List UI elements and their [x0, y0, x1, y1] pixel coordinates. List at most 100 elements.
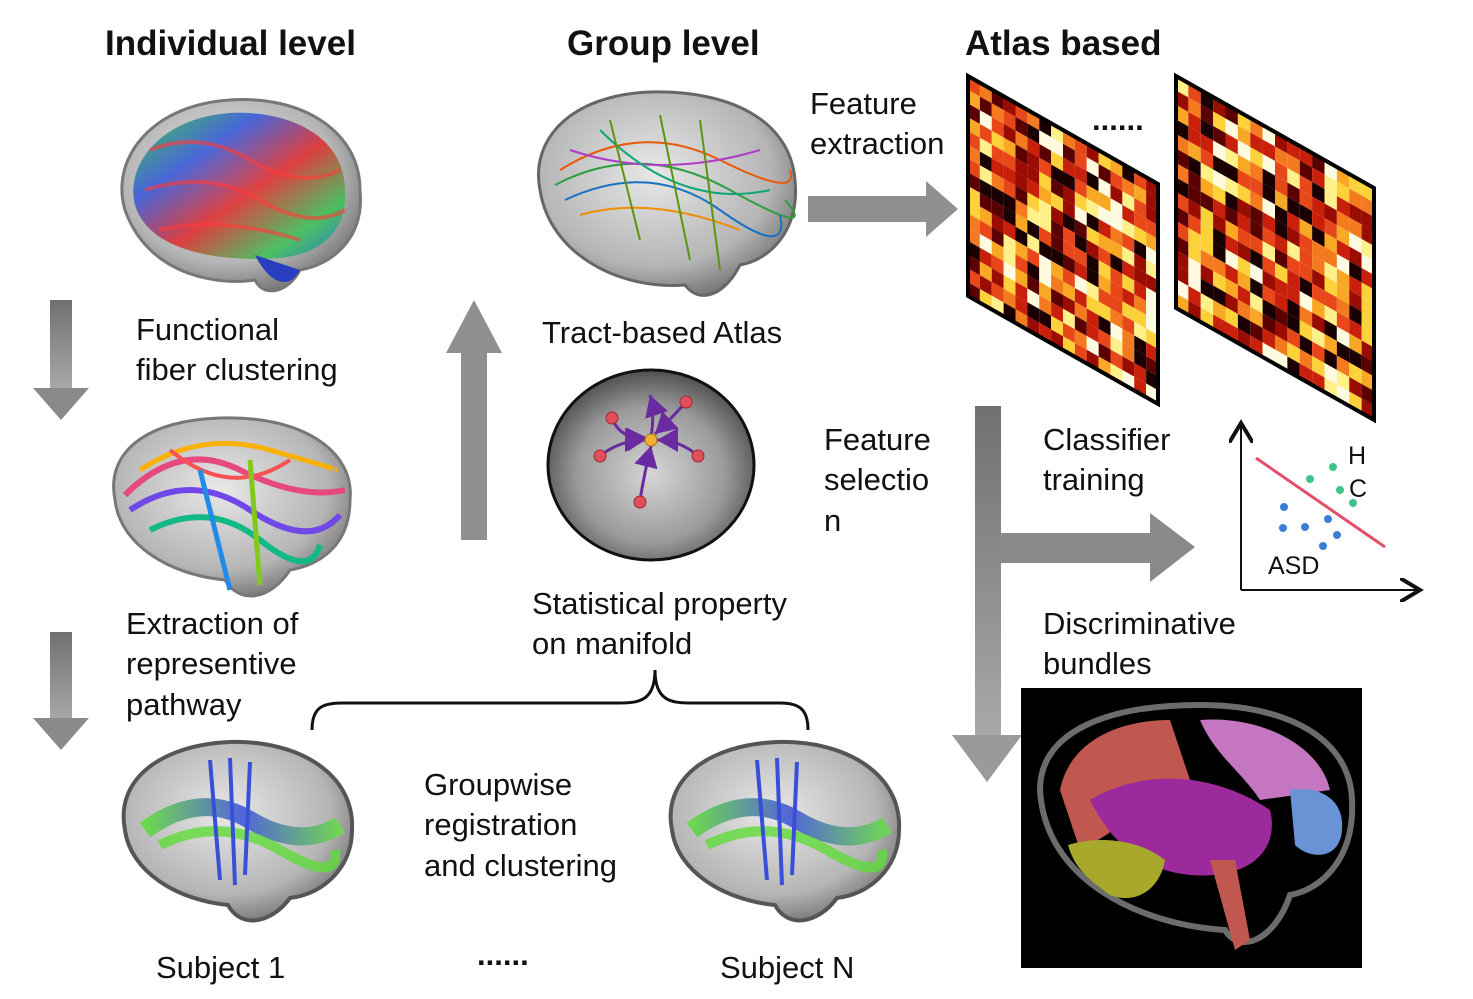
- matrix-cell: [1003, 192, 1016, 213]
- matrix-cell: [1287, 182, 1300, 204]
- matrix-cell: [1134, 294, 1147, 315]
- matrix-cell: [1262, 168, 1275, 190]
- matrix-cell: [1074, 301, 1087, 323]
- matrix-cell: [1361, 340, 1374, 362]
- matrix-cell: [1262, 328, 1275, 350]
- matrix-cell: [1146, 314, 1158, 336]
- matrix-cell: [1275, 262, 1288, 284]
- matrix-cell: [1146, 342, 1158, 363]
- matrix-cell: [1039, 144, 1052, 165]
- matrix-cell: [1039, 199, 1052, 220]
- matrix-cell: [1098, 205, 1111, 226]
- matrix-cell: [1134, 239, 1147, 260]
- matrix-cell: [1312, 254, 1325, 276]
- matrix-cell: [1003, 275, 1016, 296]
- matrix-cell: [1312, 283, 1325, 305]
- matrix-cell: [1039, 295, 1052, 316]
- matrix-cell: [1110, 267, 1123, 288]
- matrix-cell: [1250, 234, 1263, 256]
- label-discriminative-bundles: Discriminative bundles: [1043, 606, 1236, 682]
- scatter-label-hc-c: C: [1349, 475, 1368, 503]
- matrix-cell: [1336, 268, 1350, 290]
- matrix-cell: [1349, 261, 1362, 283]
- matrix-cell: [1051, 260, 1063, 282]
- matrix-cell: [1051, 150, 1063, 172]
- matrix-cell: [1051, 233, 1063, 254]
- matrix-cell: [1134, 211, 1147, 233]
- matrix-cell: [1250, 147, 1263, 169]
- matrix-cell: [1324, 319, 1337, 341]
- matrix-cell: [1051, 302, 1063, 323]
- matrix-cell: [1074, 205, 1087, 226]
- matrix-cell: [1312, 341, 1325, 363]
- matrix-cell: [1361, 253, 1374, 275]
- matrix-cell: [1299, 276, 1313, 298]
- matrix-cell: [1312, 182, 1325, 204]
- matrix-cell: [1122, 287, 1135, 308]
- matrix-cell: [1015, 130, 1028, 151]
- matrix-cell: [1349, 362, 1362, 384]
- matrix-cell: [991, 185, 1004, 207]
- matrix-cell: [1015, 158, 1028, 179]
- label-statistical-property: Statistical property on manifold: [532, 586, 787, 662]
- matrix-cell: [1237, 241, 1251, 263]
- matrix-cell: [1237, 299, 1251, 321]
- matrix-cell: [1134, 308, 1147, 329]
- matrix-cell: [1063, 198, 1075, 220]
- matrix-cell: [1039, 171, 1052, 192]
- matrix-cell: [1074, 260, 1087, 281]
- matrix-cell: [1213, 140, 1226, 162]
- matrix-cell: [1336, 297, 1350, 319]
- arrow-feature-selection: [952, 406, 1195, 782]
- label-groupwise: Groupwise registration and clustering: [424, 767, 618, 883]
- matrix-cell: [1122, 177, 1135, 198]
- matrix-cell: [1188, 242, 1201, 264]
- matrix-cell: [1262, 313, 1275, 335]
- matrix-cell: [1225, 234, 1238, 256]
- matrix-cell: [1074, 329, 1087, 350]
- matrix-cell: [1299, 204, 1313, 226]
- matrix-cell: [1098, 219, 1111, 240]
- atlas-matrix-1: [966, 72, 1160, 408]
- matrix-cell: [1237, 198, 1251, 220]
- matrix-cell: [1003, 137, 1016, 158]
- matrix-cell: [1361, 268, 1374, 290]
- matrix-cell: [1312, 167, 1325, 189]
- matrix-cell: [1027, 192, 1040, 213]
- matrix-cell: [991, 130, 1004, 152]
- asd-point: [1301, 523, 1309, 531]
- matrix-cell: [1027, 233, 1040, 254]
- matrix-cell: [1237, 183, 1251, 205]
- matrix-cell: [1098, 177, 1111, 199]
- matrix-cell: [1336, 283, 1350, 305]
- matrix-cell: [1324, 247, 1337, 269]
- arrow-down-1: [33, 300, 89, 420]
- matrix-cell: [1176, 177, 1189, 199]
- matrix-cell: [991, 240, 1004, 262]
- matrix-cell: [1003, 178, 1016, 200]
- matrix-cell: [1262, 139, 1275, 161]
- matrix-cell: [1110, 280, 1123, 302]
- matrix-cell: [979, 165, 992, 186]
- matrix-cell: [1051, 178, 1063, 199]
- matrix-cell: [1122, 218, 1135, 240]
- matrix-cell: [1188, 271, 1201, 293]
- matrix-cell: [1225, 191, 1238, 213]
- matrix-cell: [1336, 312, 1350, 334]
- matrix-cell: [1250, 176, 1263, 198]
- matrix-cell: [1312, 356, 1325, 378]
- matrix-cell: [1213, 271, 1226, 293]
- matrix-cell: [1312, 327, 1325, 349]
- matrix-cell: [1213, 184, 1226, 206]
- matrix-cell: [979, 137, 992, 159]
- matrix-cell: [1200, 177, 1214, 199]
- matrix-cell: [1349, 246, 1362, 268]
- matrix-cell: [1200, 278, 1214, 300]
- arrow-down-2: [33, 632, 89, 750]
- matrix-cell: [1312, 196, 1325, 218]
- matrix-cell: [979, 206, 992, 227]
- matrix-cell: [1225, 147, 1238, 169]
- matrix-cell: [1312, 240, 1325, 262]
- matrix-cell: [1262, 299, 1275, 321]
- discriminative-bundles-panel: [1021, 688, 1362, 968]
